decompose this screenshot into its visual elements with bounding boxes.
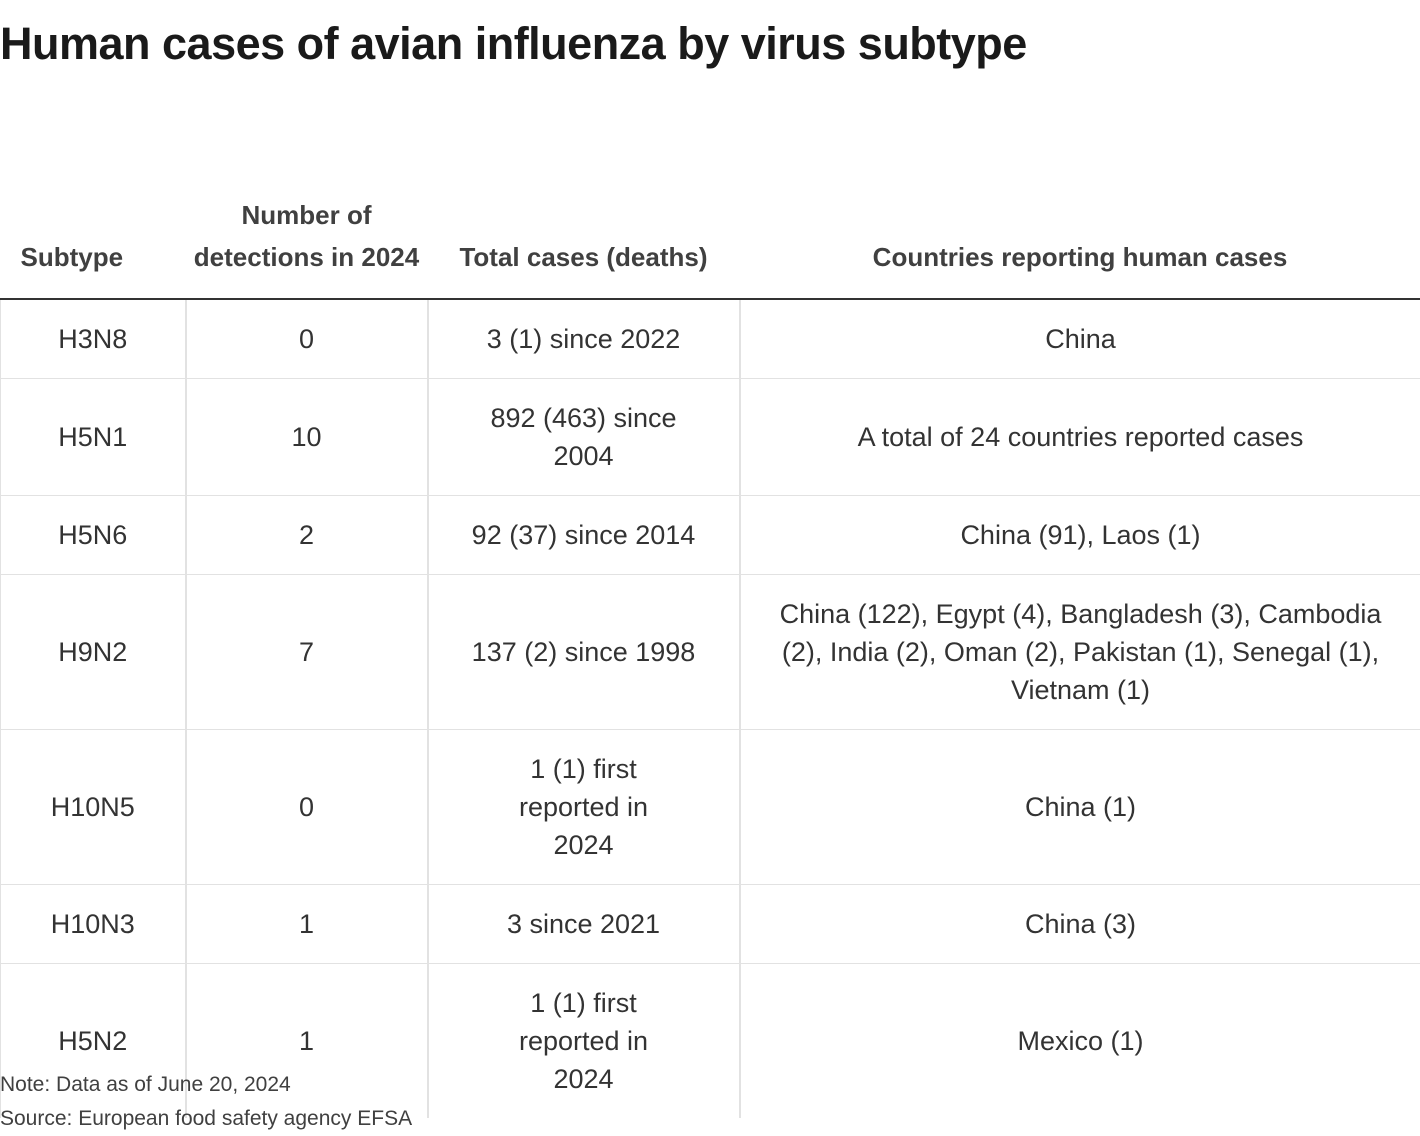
header-subtype: Subtype <box>0 128 186 300</box>
cell-total-cases: 3 (1) since 2022 <box>426 299 740 379</box>
cell-total-cases: 892 (463) since 2004 <box>426 378 740 496</box>
cell-subtype: H5N2 <box>0 963 186 1118</box>
cell-detections: 7 <box>184 574 428 730</box>
cell-countries: China <box>738 299 1420 379</box>
header-detections-2024: Number of detections in 2024 <box>185 128 428 300</box>
cell-subtype: H5N1 <box>0 378 186 496</box>
note-text: Note: Data as of June 20, 2024 <box>0 1073 291 1096</box>
cell-subtype: H3N8 <box>0 299 186 379</box>
footnote: Note: Data as of June 20, 2024 Source: E… <box>0 1068 412 1136</box>
cell-detections: 10 <box>184 378 428 496</box>
cell-countries: China (3) <box>738 884 1420 964</box>
cell-subtype: H9N2 <box>0 574 186 730</box>
cell-detections: 1 <box>184 884 428 964</box>
cell-total-cases: 1 (1) first reported in 2024 <box>426 729 740 885</box>
table-row: H10N5 0 1 (1) first reported in 2024 Chi… <box>0 729 1420 885</box>
cell-countries: China (122), Egypt (4), Bangladesh (3), … <box>738 574 1420 730</box>
cell-subtype: H10N3 <box>0 884 186 964</box>
cell-detections: 2 <box>184 495 428 575</box>
table-row: H5N2 1 1 (1) first reported in 2024 Mexi… <box>0 963 1420 1118</box>
cell-countries: Mexico (1) <box>738 963 1420 1118</box>
header-total-cases: Total cases (deaths) <box>427 128 740 300</box>
cell-detections: 0 <box>184 729 428 885</box>
source-text: Source: European food safety agency EFSA <box>0 1107 413 1130</box>
data-table: Subtype Number of detections in 2024 Tot… <box>0 128 1420 1118</box>
cell-detections: 0 <box>184 299 428 379</box>
table-row: H10N3 1 3 since 2021 China (3) <box>0 884 1420 964</box>
cell-countries: China (1) <box>738 729 1420 885</box>
cell-detections: 1 <box>184 963 428 1118</box>
cell-total-cases: 1 (1) first reported in 2024 <box>426 963 740 1118</box>
cell-subtype: H10N5 <box>0 729 186 885</box>
table-row: H9N2 7 137 (2) since 1998 China (122), E… <box>0 574 1420 730</box>
cell-total-cases: 3 since 2021 <box>426 884 740 964</box>
header-countries: Countries reporting human cases <box>739 128 1420 300</box>
table-header-row: Subtype Number of detections in 2024 Tot… <box>0 128 1420 300</box>
cell-subtype: H5N6 <box>0 495 186 575</box>
table-row: H3N8 0 3 (1) since 2022 China <box>0 299 1420 379</box>
cell-countries: China (91), Laos (1) <box>738 495 1420 575</box>
table-row: H5N1 10 892 (463) since 2004 A total of … <box>0 378 1420 496</box>
chart-title: Human cases of avian influenza by virus … <box>0 18 1027 69</box>
cell-countries: A total of 24 countries reported cases <box>738 378 1420 496</box>
cell-total-cases: 137 (2) since 1998 <box>426 574 740 730</box>
table-row: H5N6 2 92 (37) since 2014 China (91), La… <box>0 495 1420 575</box>
cell-total-cases: 92 (37) since 2014 <box>426 495 740 575</box>
